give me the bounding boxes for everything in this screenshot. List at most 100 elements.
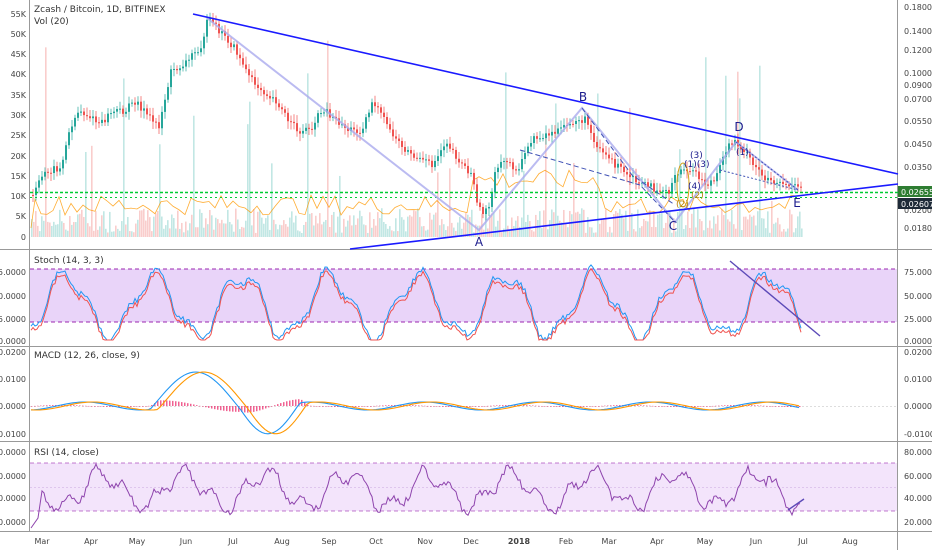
candle-body [545, 133, 547, 139]
candle-body [65, 145, 67, 160]
macd-histogram-bar [160, 400, 162, 406]
volume-bar [659, 213, 661, 237]
macd-histogram-bar [265, 406, 267, 409]
volume-bar [711, 228, 713, 237]
volume-bar [743, 216, 745, 237]
volume-bar [787, 228, 789, 237]
rsi-left-tick: 40.0000 [0, 494, 26, 503]
volume-bar [521, 217, 523, 237]
volume-bar [83, 216, 85, 237]
candle-body [425, 159, 427, 161]
candle-body [770, 177, 772, 181]
macd-histogram-bar [601, 405, 603, 407]
macd-histogram-bar [727, 405, 729, 406]
candle-body [122, 108, 124, 114]
macd-histogram-bar [130, 406, 132, 407]
volume-bar [681, 208, 683, 237]
candle-body [683, 169, 685, 171]
macd-histogram-bar [481, 406, 483, 407]
macd-histogram-bar [178, 401, 180, 406]
candle-body [689, 171, 691, 173]
candle-body [563, 124, 565, 128]
macd-histogram-bar [763, 405, 765, 407]
volume-bar [157, 210, 159, 237]
candle-body [269, 95, 271, 99]
stoch-right-tick: 50.0000 [904, 292, 932, 301]
candle-body [785, 183, 787, 185]
macd-histogram-bar [217, 406, 219, 410]
volume-bar [31, 218, 33, 237]
volume-bar [795, 228, 797, 237]
volume-bar [633, 229, 635, 237]
volume-bar [705, 57, 707, 238]
candle-body [515, 169, 517, 171]
sub-wave-label: (4) [688, 182, 701, 192]
macd-left-axis: 0.0200 0.0100 0.0000 -0.0100 [0, 348, 26, 439]
volume-bar [661, 213, 663, 237]
candle-body [305, 127, 307, 131]
volume-bar [209, 209, 211, 237]
candle-body [479, 202, 481, 208]
candle-body [560, 127, 562, 129]
volume-bar [313, 225, 315, 237]
macd-histogram-bar [229, 406, 231, 412]
candle-body [797, 184, 799, 187]
macd-histogram-bar [538, 405, 540, 407]
candle-body [152, 115, 154, 122]
volume-bar [649, 210, 651, 237]
volume-bar [53, 221, 55, 237]
volume-bar [249, 101, 251, 237]
volume-bar [505, 72, 507, 237]
macd-histogram-bar [100, 406, 102, 407]
volume-bar [309, 213, 311, 237]
candle-body [209, 18, 211, 20]
macd-histogram-bar [133, 406, 135, 407]
macd-histogram-bar [310, 405, 312, 407]
macd-line [30, 371, 800, 435]
volume-bar [59, 209, 61, 237]
candle-body [569, 123, 571, 126]
volume-bar [737, 71, 739, 237]
macd-histogram-bar [226, 406, 228, 412]
macd-histogram-bar [496, 405, 498, 406]
macd-histogram-bar [544, 406, 546, 407]
volume-bar [775, 222, 777, 237]
macd-histogram-bar [541, 405, 543, 407]
volume-bar [509, 230, 511, 237]
macd-histogram-bar [583, 406, 585, 407]
volume-bar [479, 225, 481, 237]
volume-bar [65, 229, 67, 237]
macd-histogram-bar [283, 402, 285, 406]
volume-bar [307, 73, 309, 237]
volume-bar [227, 209, 229, 237]
candle-body [659, 190, 661, 192]
volume-bar [549, 220, 551, 237]
volume-bar [417, 208, 419, 237]
time-tick: Nov [417, 537, 433, 546]
volume-bar [669, 210, 671, 237]
candle-body [362, 128, 364, 134]
volume-bar [445, 230, 447, 237]
candle-body [380, 107, 382, 113]
macd-histogram-bar [232, 406, 234, 412]
left-tick: 15K [11, 172, 27, 181]
candle-body [614, 158, 616, 168]
volume-bar [259, 210, 261, 237]
macd-histogram-bar [262, 406, 264, 410]
projection-line [581, 107, 676, 206]
left-tick: 55K [11, 10, 27, 19]
candle-body [548, 133, 550, 136]
macd-histogram-bar [55, 404, 57, 406]
volume-bar [799, 211, 801, 237]
candle-body [506, 161, 508, 163]
volume-bar [777, 217, 779, 237]
time-axis[interactable]: Mar Apr May Jun Jul Aug Sep Oct Nov Dec … [34, 537, 857, 546]
volume-bar [463, 222, 465, 237]
macd-histogram-bar [523, 405, 525, 406]
volume-bar [207, 224, 209, 237]
candle-body [248, 69, 250, 76]
volume-bar [493, 212, 495, 237]
projection-line [719, 169, 799, 191]
